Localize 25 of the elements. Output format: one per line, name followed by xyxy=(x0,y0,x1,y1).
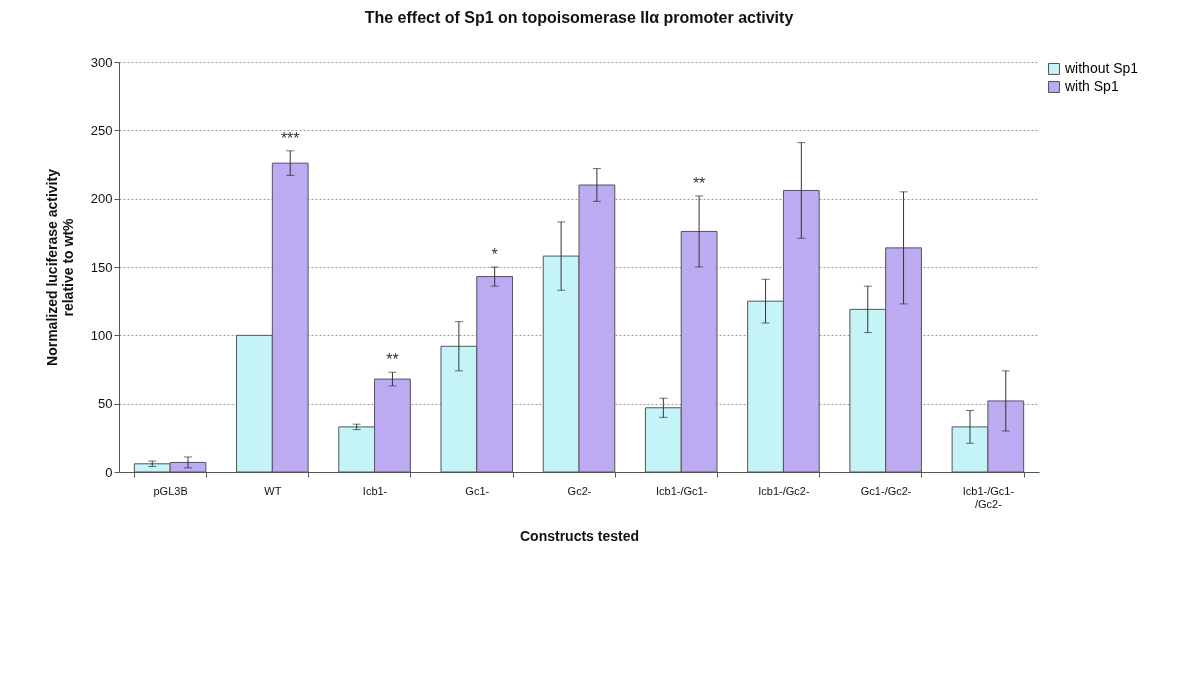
y-tick-label: 100 xyxy=(90,327,113,343)
x-tick-label: pGL3B xyxy=(153,484,188,497)
annotation: *** xyxy=(280,129,300,147)
legend-label: without Sp1 xyxy=(1064,60,1139,76)
x-tick-label: Gc1- xyxy=(465,484,490,497)
x-tick-label: Icb1- xyxy=(362,484,388,497)
y-tick-label: 150 xyxy=(90,259,113,275)
x-tick-label: Icb1-/Gc2- xyxy=(758,484,810,497)
x-tick-label: Icb1-/Gc1- xyxy=(656,484,708,497)
y-tick-label: 0 xyxy=(105,464,113,480)
x-tick-label: Gc2- xyxy=(567,484,592,497)
chart-title: The effect of Sp1 on topoisomerase IIα promoter activity xyxy=(364,9,794,26)
y-tick-label: 300 xyxy=(90,54,113,70)
annotation: * xyxy=(491,246,498,263)
x-tick-label: Gc1-/Gc2- xyxy=(860,484,912,497)
y-axis-title: Normalized luciferase activity relative to wt% xyxy=(43,168,76,366)
y-tick-label: 250 xyxy=(90,122,113,138)
x-axis-title: Constructs tested xyxy=(519,527,640,544)
legend-label: with Sp1 xyxy=(1064,78,1119,94)
x-tick-label: WT xyxy=(264,484,282,497)
x-tick-label: Icb1-/Gc1-/Gc2- xyxy=(962,484,1015,510)
annotation: ** xyxy=(692,174,706,192)
y-tick-label: 200 xyxy=(90,191,113,207)
annotation: ** xyxy=(386,351,399,369)
y-tick-label: 50 xyxy=(98,396,113,412)
